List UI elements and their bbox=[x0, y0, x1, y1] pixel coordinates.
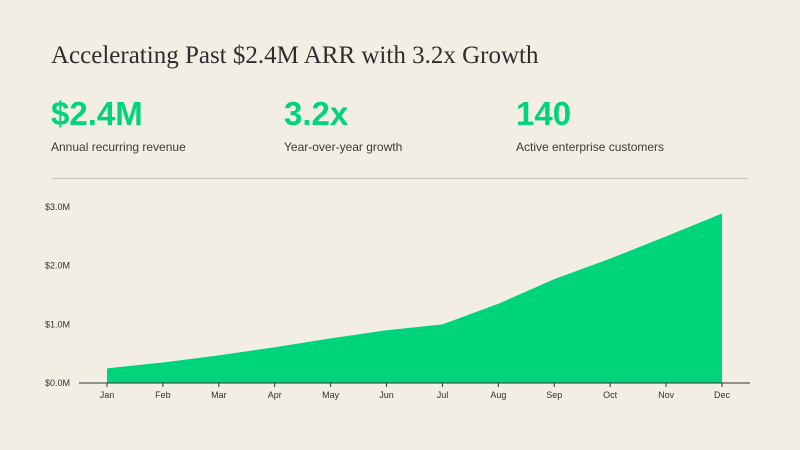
y-tick-label: $3.0M bbox=[45, 202, 70, 212]
area-chart: Jan Feb Mar Apr May Jun Jul Aug Sep Oct Nov Dec $0.0… bbox=[45, 202, 750, 400]
stat-arr: $2.4M Annual recurring revenue bbox=[51, 94, 186, 154]
x-tick-label: Jan bbox=[100, 390, 115, 400]
y-tick-label: $1.0M bbox=[45, 319, 70, 329]
y-tick-label: $0.0M bbox=[45, 378, 70, 388]
stat-customers: 140 Active enterprise customers bbox=[516, 94, 664, 154]
stat-value: $2.4M bbox=[51, 95, 143, 132]
x-tick-label: Aug bbox=[490, 390, 506, 400]
y-tick-label: $2.0M bbox=[45, 261, 70, 271]
x-tick-label: Feb bbox=[155, 390, 171, 400]
divider bbox=[51, 178, 749, 179]
x-tick-label: May bbox=[322, 390, 340, 400]
stat-value: 140 bbox=[516, 95, 572, 132]
stat-value: 3.2x bbox=[284, 95, 349, 132]
stat-label: Annual recurring revenue bbox=[51, 140, 186, 154]
x-tick-label: Nov bbox=[658, 390, 675, 400]
x-tick-label: Apr bbox=[268, 390, 282, 400]
x-tick-label: Oct bbox=[603, 390, 618, 400]
x-tick-label: Sep bbox=[546, 390, 562, 400]
revenue-area bbox=[107, 213, 722, 383]
x-tick-label: Jul bbox=[437, 390, 449, 400]
x-tick-label: Jun bbox=[379, 390, 394, 400]
stat-label: Active enterprise customers bbox=[516, 140, 665, 154]
x-tick-label: Mar bbox=[211, 390, 227, 400]
x-tick-label: Dec bbox=[714, 390, 731, 400]
stat-label: Year-over-year growth bbox=[284, 140, 403, 154]
page-title: Accelerating Past $2.4M ARR with 3.2x Gr… bbox=[51, 42, 539, 69]
stat-growth: 3.2x Year-over-year growth bbox=[284, 94, 402, 154]
